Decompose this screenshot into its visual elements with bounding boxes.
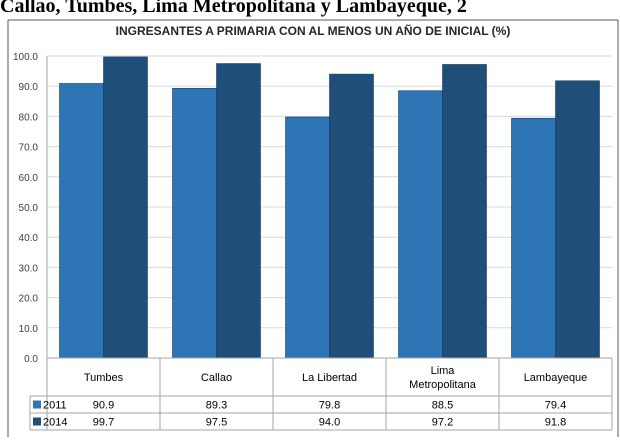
bar-2014-3 <box>442 64 487 359</box>
page-heading: Callao, Tumbes, Lima Metropolitana y Lam… <box>0 0 467 17</box>
y-tick-label: 40.0 <box>19 233 39 244</box>
y-tick-label: 80.0 <box>19 112 39 123</box>
bar-2014-4 <box>555 80 600 359</box>
y-tick-label: 10.0 <box>19 324 39 335</box>
bar-2014-2 <box>329 73 374 359</box>
category-label: Metropolitana <box>409 379 477 391</box>
bar-2014-1 <box>216 63 261 359</box>
y-tick-label: 60.0 <box>19 173 39 184</box>
data-label-2014: 91.8 <box>545 417 566 429</box>
chart-title: INGRESANTES A PRIMARIA CON AL MENOS UN A… <box>116 23 511 38</box>
y-tick-label: 50.0 <box>19 203 39 214</box>
category-label: Lambayeque <box>524 372 588 384</box>
legend-key-2011 <box>33 400 41 409</box>
data-label-2014: 97.5 <box>206 417 227 429</box>
bar-2011-1 <box>172 88 217 359</box>
bar-2011-0 <box>59 83 104 359</box>
y-tick-label: 30.0 <box>19 263 39 274</box>
y-axis: 0.0 10.0 20.0 30.0 40.0 50.0 60.0 70.0 80.0 90.0 1… <box>13 52 48 365</box>
data-label-2011: 90.9 <box>93 400 114 412</box>
legend-label: 2011 <box>43 400 67 412</box>
data-label-2014: 94.0 <box>319 417 340 429</box>
category-label: La Libertad <box>302 372 357 384</box>
chart-frame <box>7 19 619 437</box>
category-label: Tumbes <box>84 372 124 384</box>
category-label: Callao <box>201 372 232 384</box>
data-label-2011: 79.8 <box>319 400 340 412</box>
y-tick-label: 20.0 <box>19 294 39 305</box>
category-label: Lima <box>431 365 456 377</box>
bar-2011-2 <box>285 116 330 359</box>
data-label-2011: 89.3 <box>206 400 227 412</box>
y-tick-label: 70.0 <box>19 143 39 154</box>
data-label-2014: 97.2 <box>432 417 453 429</box>
bars <box>59 56 600 359</box>
bar-2011-3 <box>398 90 443 359</box>
bar-2011-4 <box>511 117 556 359</box>
y-tick-label: 100.0 <box>13 52 38 63</box>
legend-key-2014 <box>33 417 41 426</box>
y-tick-label: 0.0 <box>24 354 38 365</box>
data-label-2011: 88.5 <box>432 400 453 412</box>
y-tick-label: 90.0 <box>19 82 39 93</box>
bar-2014-0 <box>103 56 148 359</box>
data-table: Tumbes Callao La Libertad Lima Metropolitana… <box>29 357 613 431</box>
data-label-2011: 79.4 <box>545 400 566 412</box>
data-label-2014: 99.7 <box>93 417 114 429</box>
legend-label: 2014 <box>43 417 67 429</box>
